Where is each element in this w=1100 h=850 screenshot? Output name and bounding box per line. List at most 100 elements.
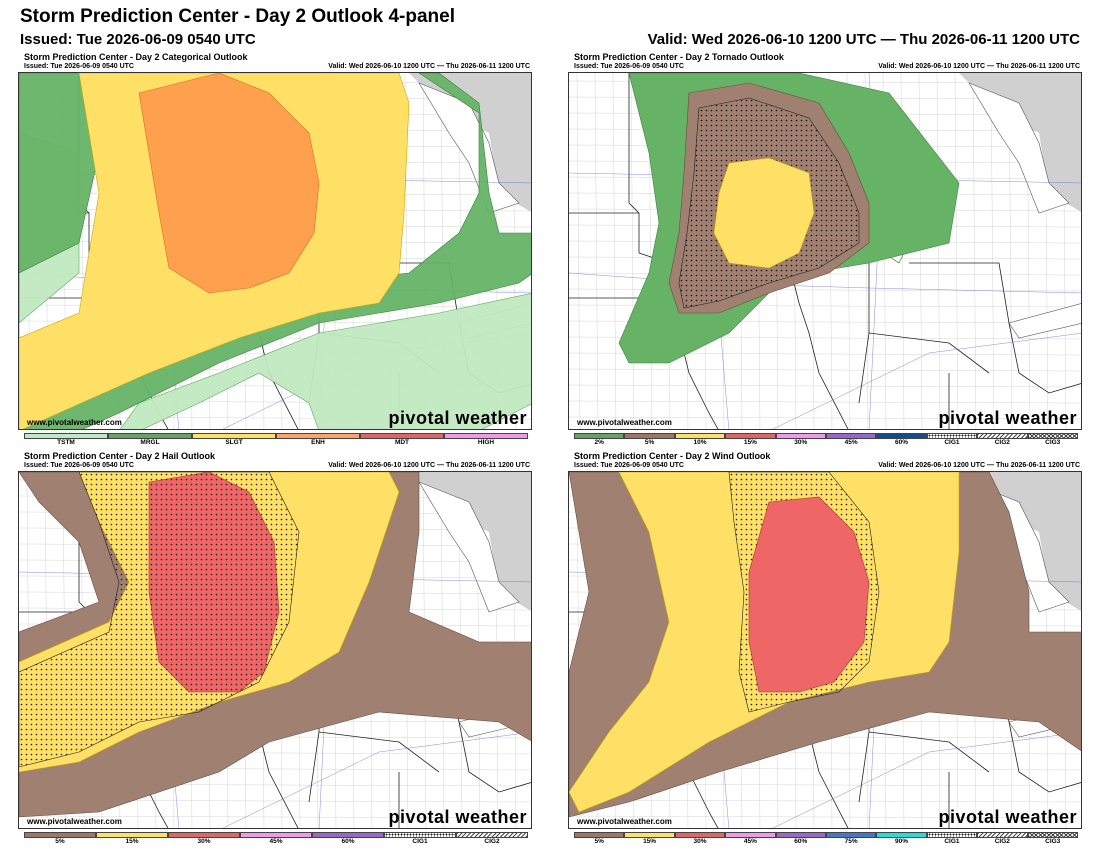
county-line: [19, 815, 531, 819]
county-line: [1080, 472, 1081, 493]
legend: TSTM MRGL SLGT ENH MDT HIGH: [24, 433, 528, 449]
panel-title: Storm Prediction Center - Day 2 Categori…: [24, 52, 248, 62]
hail-30pct-hatch: [149, 472, 279, 692]
tornado-outlook-panel: Storm Prediction Center - Day 2 Tornado …: [568, 52, 1082, 450]
site-url: www.pivotalweather.com: [577, 418, 672, 427]
legend-swatch: [360, 433, 444, 439]
legend-label: 45%: [743, 838, 757, 845]
legend-label: 5%: [644, 439, 655, 446]
panel-valid: Valid: Wed 2026-06-10 1200 UTC — Thu 202…: [878, 63, 1080, 70]
legend-item: CIG1: [926, 832, 978, 848]
county-line: [1080, 73, 1081, 94]
panel-title: Storm Prediction Center - Day 2 Hail Out…: [24, 451, 216, 461]
legend-label: 60%: [341, 838, 355, 845]
legend-label: 10%: [693, 439, 707, 446]
panel-valid: Valid: Wed 2026-06-10 1200 UTC — Thu 202…: [328, 63, 530, 70]
legend-label: CIG1: [412, 838, 428, 845]
legend-label: 75%: [844, 838, 858, 845]
legend-swatch: [674, 832, 726, 838]
county-line: [612, 73, 617, 429]
site-url: www.pivotalweather.com: [27, 817, 122, 826]
legend-swatch: [276, 433, 360, 439]
legend-swatch: [456, 832, 528, 838]
legend-label: 30%: [794, 439, 808, 446]
legend-item: 90%: [876, 832, 927, 848]
legend-swatch: [876, 832, 927, 838]
legend-label: 45%: [844, 439, 858, 446]
county-line: [972, 73, 977, 429]
page-title: Storm Prediction Center - Day 2 Outlook …: [20, 6, 455, 27]
wind-map[interactable]: www.pivotalweather.com pivotal weather: [568, 471, 1082, 829]
state-border: [1008, 322, 1081, 394]
legend: 5% 15% 30% 45% 60% 75% 90% CIG1 CIG2 CIG3: [574, 832, 1078, 848]
legend-item: CIG2: [977, 832, 1028, 848]
legend: 2% 5% 10% 15% 30% 45% 60% CIG1 CIG2 CIG3: [574, 433, 1078, 449]
legend-swatch: [624, 433, 675, 439]
legend-label: 30%: [693, 838, 707, 845]
legend-swatch: [977, 433, 1028, 439]
legend-item: 75%: [825, 832, 877, 848]
legend-item: 30%: [168, 832, 240, 848]
tor-10pct: [713, 157, 815, 269]
legend-item: 5%: [574, 832, 625, 848]
canada-land: [409, 73, 531, 212]
county-line: [569, 815, 1081, 819]
county-line: [594, 73, 599, 429]
legend-item: 15%: [96, 832, 168, 848]
legend-item: MDT: [360, 433, 444, 449]
panel-issued: Issued: Tue 2026-06-09 0540 UTC: [574, 63, 684, 70]
legend-swatch: [624, 832, 675, 838]
legend-swatch: [312, 832, 384, 838]
legend-item: 10%: [674, 433, 726, 449]
categorical-outlook-panel: Storm Prediction Center - Day 2 Categori…: [18, 52, 532, 450]
legend-swatch: [775, 832, 826, 838]
hail-map[interactable]: www.pivotalweather.com pivotal weather: [18, 471, 532, 829]
legend-label: CIG1: [944, 439, 960, 446]
legend-item: CIG3: [1027, 433, 1078, 449]
canada-land: [959, 472, 1081, 611]
legend-item: 2%: [574, 433, 625, 449]
legend-label: 90%: [895, 838, 909, 845]
county-line: [918, 73, 923, 429]
enh-area: [138, 73, 320, 294]
legend-item: 45%: [725, 832, 776, 848]
highway: [772, 732, 1081, 828]
tornado-map[interactable]: www.pivotalweather.com pivotal weather: [568, 72, 1082, 430]
legend-swatch: [168, 832, 240, 838]
legend-swatch: [574, 433, 625, 439]
legend-label: 5%: [55, 838, 65, 845]
legend-item: 45%: [825, 433, 877, 449]
state-border: [1008, 721, 1081, 793]
county-line: [990, 73, 995, 429]
county-line: [569, 416, 1081, 420]
wind-outlook-panel: Storm Prediction Center - Day 2 Wind Out…: [568, 451, 1082, 849]
lake-huron: [418, 82, 520, 214]
legend-label: 15%: [743, 439, 757, 446]
legend-item: 5%: [24, 832, 96, 848]
lake-huron: [418, 481, 520, 613]
legend-item: 60%: [775, 832, 826, 848]
legend-item: 15%: [725, 433, 776, 449]
legend-swatch: [384, 832, 456, 838]
legend-label: 30%: [197, 838, 211, 845]
legend-label: CIG2: [484, 838, 500, 845]
legend-label: 45%: [269, 838, 283, 845]
county-line: [530, 472, 531, 493]
state-border: [628, 73, 640, 253]
legend-swatch: [825, 832, 877, 838]
legend-label: 15%: [125, 838, 139, 845]
legend-item: CIG1: [384, 832, 456, 848]
legend-label: CIG3: [1045, 838, 1061, 845]
county-line: [576, 73, 581, 429]
legend-label: 2%: [594, 439, 604, 446]
legend-item: TSTM: [24, 433, 108, 449]
legend-label: SLGT: [225, 439, 243, 446]
legend-swatch: [192, 433, 276, 439]
county-line: [954, 73, 959, 429]
categorical-map[interactable]: www.pivotalweather.com pivotal weather: [18, 72, 532, 430]
lake-erie: [1008, 303, 1081, 339]
legend-item: 15%: [624, 832, 675, 848]
legend-swatch: [926, 832, 978, 838]
brand-logo: pivotal weather: [388, 408, 527, 428]
county-line: [530, 73, 531, 94]
